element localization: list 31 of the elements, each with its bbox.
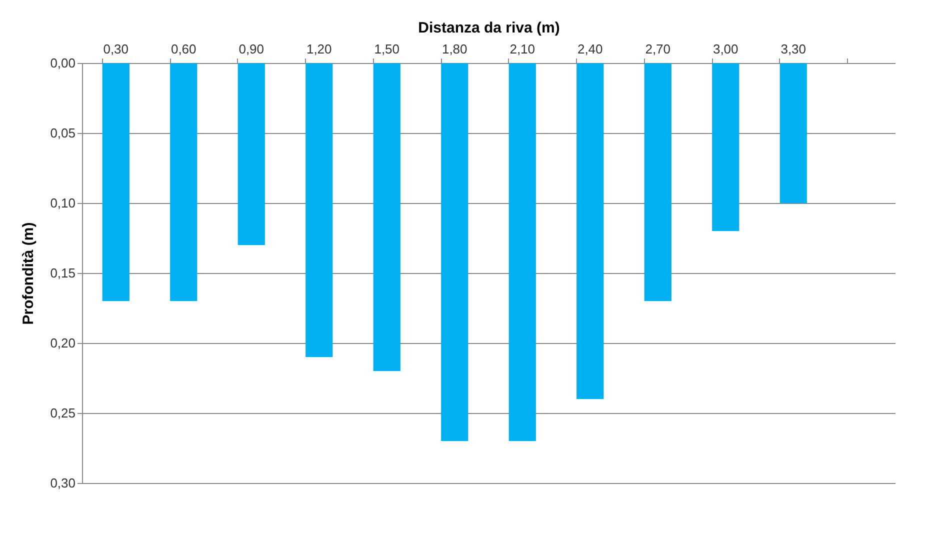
bar xyxy=(644,63,672,301)
bar xyxy=(102,63,130,301)
y-tick-label: 0,25 xyxy=(50,406,76,420)
y-tick-label: 0,20 xyxy=(50,336,76,350)
x-tick-label: 1,20 xyxy=(306,42,332,56)
x-axis-title: Distanza da riva (m) xyxy=(418,20,560,36)
y-axis-title: Profondità (m) xyxy=(20,222,38,325)
x-tick-label: 3,30 xyxy=(780,42,806,56)
y-tick-label: 0,10 xyxy=(50,196,76,210)
x-tick-label: 0,90 xyxy=(238,42,264,56)
bar xyxy=(441,63,468,441)
bar xyxy=(576,63,604,399)
bar xyxy=(306,63,333,357)
y-tick-label: 0,15 xyxy=(50,266,76,280)
bar xyxy=(373,63,400,371)
y-tick-label: 0,00 xyxy=(50,56,76,70)
x-tick-label: 0,60 xyxy=(170,42,196,56)
bar xyxy=(712,63,740,231)
x-tick-label: 2,10 xyxy=(510,42,536,56)
bar xyxy=(780,63,807,203)
bar xyxy=(508,63,536,441)
x-tick-label: 0,30 xyxy=(103,42,129,56)
x-tick-label: 2,40 xyxy=(577,42,603,56)
x-tick-label: 3,00 xyxy=(712,42,738,56)
bar xyxy=(170,63,198,301)
x-tick-label: 1,80 xyxy=(442,42,468,56)
y-tick-label: 0,05 xyxy=(50,126,76,140)
x-tick-label: 2,70 xyxy=(645,42,671,56)
x-tick-label: 1,50 xyxy=(374,42,400,56)
bar xyxy=(238,63,265,245)
y-tick-label: 0,30 xyxy=(50,476,76,490)
